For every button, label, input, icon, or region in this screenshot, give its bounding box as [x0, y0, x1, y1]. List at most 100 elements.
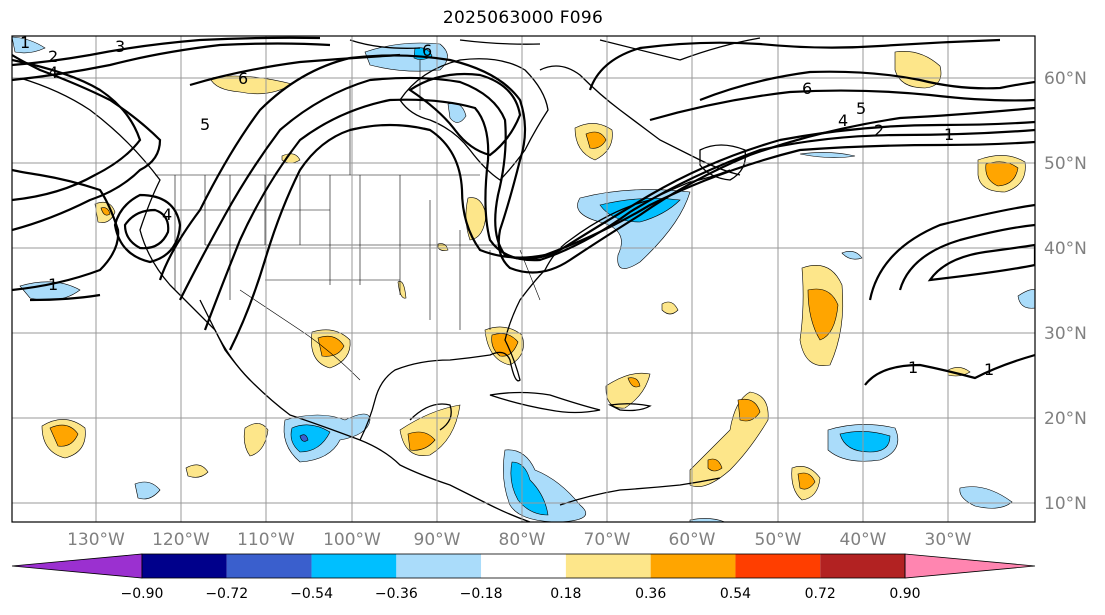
lon-label: 110°W [237, 530, 295, 550]
contour-label: 5 [200, 115, 210, 134]
contour-label: 5 [856, 99, 866, 118]
contour-label: 1 [908, 358, 918, 377]
contour-label: 6 [802, 79, 812, 98]
baja-peninsula [199, 299, 251, 381]
positive-anomaly-south-atlantic-core [797, 472, 816, 490]
contour-3 [12, 58, 142, 202]
colorbar-tick-label: 0.90 [889, 586, 921, 602]
positive-anomaly-central-atlantic [605, 372, 651, 409]
contour-label: 1 [48, 275, 58, 294]
hudson-bay [399, 58, 549, 181]
positive-anomaly-atlantic-ne-core [985, 161, 1019, 187]
contour-label: 1 [944, 125, 954, 144]
contour-atlantic-ellipse-1 [868, 203, 1035, 301]
contour-1-west [12, 168, 120, 292]
lon-label: 120°W [152, 530, 210, 550]
positive-anomaly-atlantic-mid-core [807, 288, 839, 341]
labrador-coast [539, 65, 741, 176]
south-america-coast [559, 477, 721, 506]
contour-label: 4 [838, 111, 848, 130]
lon-label: 40°W [840, 530, 887, 550]
arctic-islands [349, 39, 541, 49]
positive-anomaly-california-core [100, 207, 111, 216]
contour-greenland-5 [649, 89, 1035, 122]
lon-label: 70°W [584, 530, 631, 550]
contour-northwest-6 [189, 53, 401, 87]
lat-label: 40°N [1044, 239, 1087, 259]
longitude-labels: 130°W 120°W 110°W 100°W 90°W 80°W 70°W 6… [67, 530, 972, 550]
contour-atlantic-ellipse-3 [927, 243, 1035, 282]
contour-6-hudson [408, 72, 522, 157]
negative-anomaly-pacific-south [134, 481, 161, 500]
lon-label: 50°W [755, 530, 802, 550]
lon-label: 30°W [925, 530, 972, 550]
map-field: 1 2 3 4 5 6 6 1 4 6 4 5 2 1 1 1 [12, 33, 1035, 522]
colorbar-segment [142, 554, 227, 578]
positive-anomaly-pacific-core [49, 424, 79, 447]
colorbar-tick-label: 0.72 [804, 586, 836, 602]
colorbar [11, 553, 1036, 579]
negative-anomaly-atlantic-3 [1017, 289, 1035, 309]
contour-label: 1 [984, 360, 994, 379]
contour-greenland-north [588, 38, 1001, 91]
positive-anomaly-central-atlantic-core [627, 377, 641, 388]
positive-anomaly-hudson-east-core [585, 131, 607, 149]
colorbar-tick-label: −0.36 [374, 586, 418, 602]
contour-label: 4 [162, 205, 172, 224]
negative-anomaly-nw [12, 36, 46, 54]
positive-anomaly-bc [209, 75, 293, 95]
contour-label: 6 [238, 69, 248, 88]
contour-label: 2 [874, 121, 884, 140]
negative-anomaly-mexico-core [290, 424, 331, 453]
contour-2-trough [12, 54, 162, 232]
positive-anomaly-pacific-small [185, 464, 209, 478]
contour-label: 1 [20, 33, 30, 52]
cuba [489, 391, 601, 414]
lat-label: 50°N [1044, 154, 1087, 174]
colorbar-segment [226, 554, 312, 578]
gulf-coast [359, 169, 731, 441]
contour-atlantic-1-south [864, 353, 1035, 386]
contour-ridge-4 [229, 123, 1035, 351]
colorbar-segment [565, 554, 651, 578]
lon-label: 130°W [67, 530, 125, 550]
political-borders [155, 60, 541, 381]
colorbar-segment [735, 554, 821, 578]
positive-anomaly-atlantic-south-core2 [707, 458, 723, 472]
lat-label: 30°N [1044, 324, 1087, 344]
positive-anomaly-misc-1 [661, 301, 679, 315]
negative-anomaly-east-pacific-edge [689, 518, 726, 522]
map-title: 2025063000 F096 [442, 8, 604, 28]
latitude-labels: 60°N 50°N 40°N 30°N 20°N 10°N [1044, 69, 1087, 514]
colorbar-segment [481, 554, 566, 578]
positive-anomaly-misc-3 [437, 243, 449, 251]
positive-anomaly-baja [243, 423, 269, 457]
lon-label: 80°W [499, 530, 546, 550]
contour-labels: 1 2 3 4 5 6 6 1 4 6 4 5 2 1 1 1 [20, 33, 994, 379]
colorbar-tick-label: 0.18 [550, 586, 582, 602]
contour-lines [12, 36, 1035, 386]
colorbar-tick-label: −0.72 [205, 586, 249, 602]
colorbar-tick-label: −0.54 [290, 586, 333, 602]
contour-4-low [113, 193, 182, 264]
colorbar-segment [820, 554, 905, 578]
negative-anomaly-mexico-deep [299, 434, 309, 442]
contour-northwest-1 [12, 36, 321, 67]
colorbar-tick-label: 0.36 [635, 586, 667, 602]
contour-ridge-3 [203, 98, 1035, 331]
lat-label: 20°N [1044, 409, 1087, 429]
contour-label: 4 [48, 63, 58, 82]
colorbar-frame [141, 553, 906, 579]
colorbar-segment [396, 554, 482, 578]
negative-anomaly-caribbean-core [510, 461, 549, 516]
positive-anomaly-guatemala-core [407, 431, 436, 451]
negative-anomaly-atlantic-5 [841, 251, 863, 260]
contour-label: 6 [422, 41, 432, 60]
colorbar-segment [650, 554, 736, 578]
contour-greenland-6 [699, 70, 1035, 102]
lon-label: 100°W [323, 530, 381, 550]
positive-anomaly-atlantic-south-core [737, 398, 761, 422]
contour-5-low [123, 208, 170, 250]
negative-anomaly-atlantic-4 [799, 152, 856, 158]
